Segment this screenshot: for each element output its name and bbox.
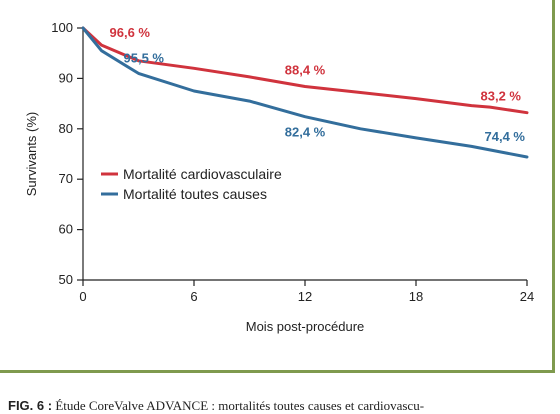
y-tick-label: 60 [59,222,73,237]
series-line-1 [81,26,529,115]
legend-label-1: Mortalité cardiovasculaire [123,166,282,182]
figure-caption: FIG. 6 : Étude CoreValve ADVANCE : morta… [8,398,424,414]
data-label: 82,4 % [285,125,326,140]
y-tick-label: 70 [59,171,73,186]
y-tick-label: 100 [51,20,73,35]
legend-label-2: Mortalité toutes causes [123,186,267,202]
x-axis-title: Mois post-procédure [246,319,365,334]
x-tick-label: 24 [520,289,534,304]
x-tick-label: 12 [298,289,312,304]
data-label: 88,4 % [285,62,326,77]
series-line-2 [81,26,529,159]
data-label: 83,2 % [481,89,522,104]
caption-prefix: FIG. 6 : [8,398,53,413]
y-tick-label: 50 [59,272,73,287]
data-label: 74,4 % [485,129,526,144]
figure-frame [0,0,555,373]
caption-text: Étude CoreValve ADVANCE : mortalités tou… [55,398,425,413]
x-tick-label: 0 [79,289,86,304]
data-label: 96,6 % [110,25,151,40]
data-label: 95,5 % [124,51,165,66]
x-tick-label: 18 [409,289,423,304]
survival-chart: 50 60 70 80 90 100 0 6 12 18 24 Mois post-procédure… [24,20,534,334]
y-axis-title: Survivants (%) [24,112,39,197]
y-tick-label: 80 [59,121,73,136]
x-tick-label: 6 [190,289,197,304]
y-tick-label: 90 [59,70,73,85]
